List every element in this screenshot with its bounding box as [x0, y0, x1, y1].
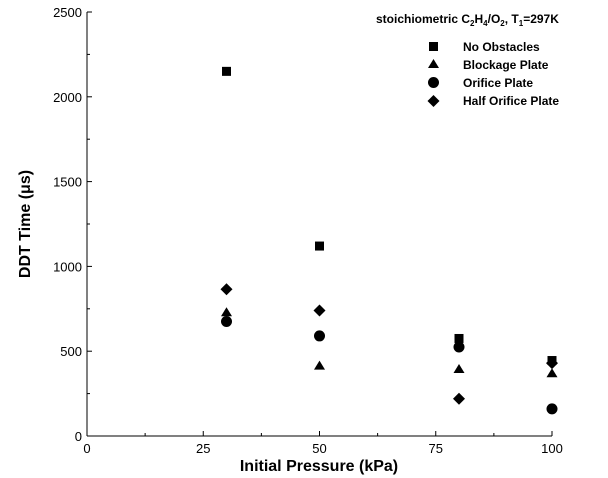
x-tick-label: 75 — [429, 441, 443, 456]
data-point-no-obstacles — [454, 333, 464, 343]
x-tick-label: 0 — [83, 441, 90, 456]
title-prefix: stoichiometric C — [376, 12, 470, 26]
title-sub-1: 2 — [470, 19, 475, 28]
y-axis-title-mu: μ — [17, 184, 34, 194]
legend-item-no-obstacles: No Obstacles — [429, 40, 540, 54]
legend-circle-marker — [428, 77, 439, 88]
data-point-blockage-plate — [546, 368, 558, 378]
y-tick-label: 1500 — [53, 175, 82, 190]
data-point-blockage-plate — [453, 364, 465, 374]
title-suffix: =297K — [523, 12, 559, 26]
title-sub-2: 4 — [483, 19, 488, 28]
y-tick-label: 500 — [60, 344, 82, 359]
legend-label-blockage-plate: Blockage Plate — [463, 58, 549, 72]
data-point-orifice-plate — [314, 330, 325, 342]
data-point-half-orifice-plate — [546, 357, 558, 370]
y-tick-label: 0 — [75, 429, 82, 444]
legend-triangle-marker — [428, 59, 439, 68]
title-sub-4: 1 — [519, 19, 524, 28]
x-tick-label: 50 — [312, 441, 326, 456]
legend-item-half-orifice-plate: Half Orifice Plate — [427, 94, 559, 108]
legend-label-half-orifice-plate: Half Orifice Plate — [463, 94, 559, 108]
title-mid-1: H — [474, 12, 483, 26]
legend-diamond-marker — [427, 95, 440, 107]
x-axis-title: Initial Pressure (kPa) — [240, 458, 398, 475]
x-tick-label: 25 — [196, 441, 210, 456]
y-tick-label: 1000 — [53, 259, 82, 274]
data-point-no-obstacles — [222, 66, 231, 76]
data-points — [220, 66, 558, 415]
y-axis-title-suffix: s) — [17, 170, 34, 184]
chart-title: stoichiometric C2H4/O2, T1=297K — [376, 12, 559, 28]
y-axis-title-prefix: DDT Time ( — [17, 193, 34, 278]
y-tick-label: 2000 — [53, 90, 82, 105]
data-point-half-orifice-plate — [453, 392, 465, 405]
title-mid-2: /O — [488, 12, 501, 26]
legend-square-marker — [429, 42, 438, 51]
data-point-no-obstacles — [315, 241, 324, 251]
title-sub-3: 2 — [500, 19, 505, 28]
data-point-blockage-plate — [221, 307, 232, 317]
data-point-orifice-plate — [221, 316, 232, 328]
legend-item-blockage-plate: Blockage Plate — [428, 58, 549, 72]
y-axis-title: DDT Time (μs) — [17, 170, 34, 278]
data-point-half-orifice-plate — [313, 304, 326, 317]
legend-label-orifice-plate: Orifice Plate — [463, 76, 533, 90]
data-point-blockage-plate — [314, 360, 325, 370]
x-tick-label: 100 — [541, 441, 563, 456]
data-point-orifice-plate — [453, 341, 465, 353]
title-mid-3: , T — [505, 12, 520, 26]
data-point-orifice-plate — [546, 403, 558, 415]
legend: No Obstacles Blockage Plate Orifice Plat… — [427, 40, 559, 108]
y-tick-label: 2500 — [53, 5, 82, 20]
legend-item-orifice-plate: Orifice Plate — [428, 76, 533, 90]
legend-label-no-obstacles: No Obstacles — [463, 40, 540, 54]
data-point-half-orifice-plate — [220, 283, 233, 296]
